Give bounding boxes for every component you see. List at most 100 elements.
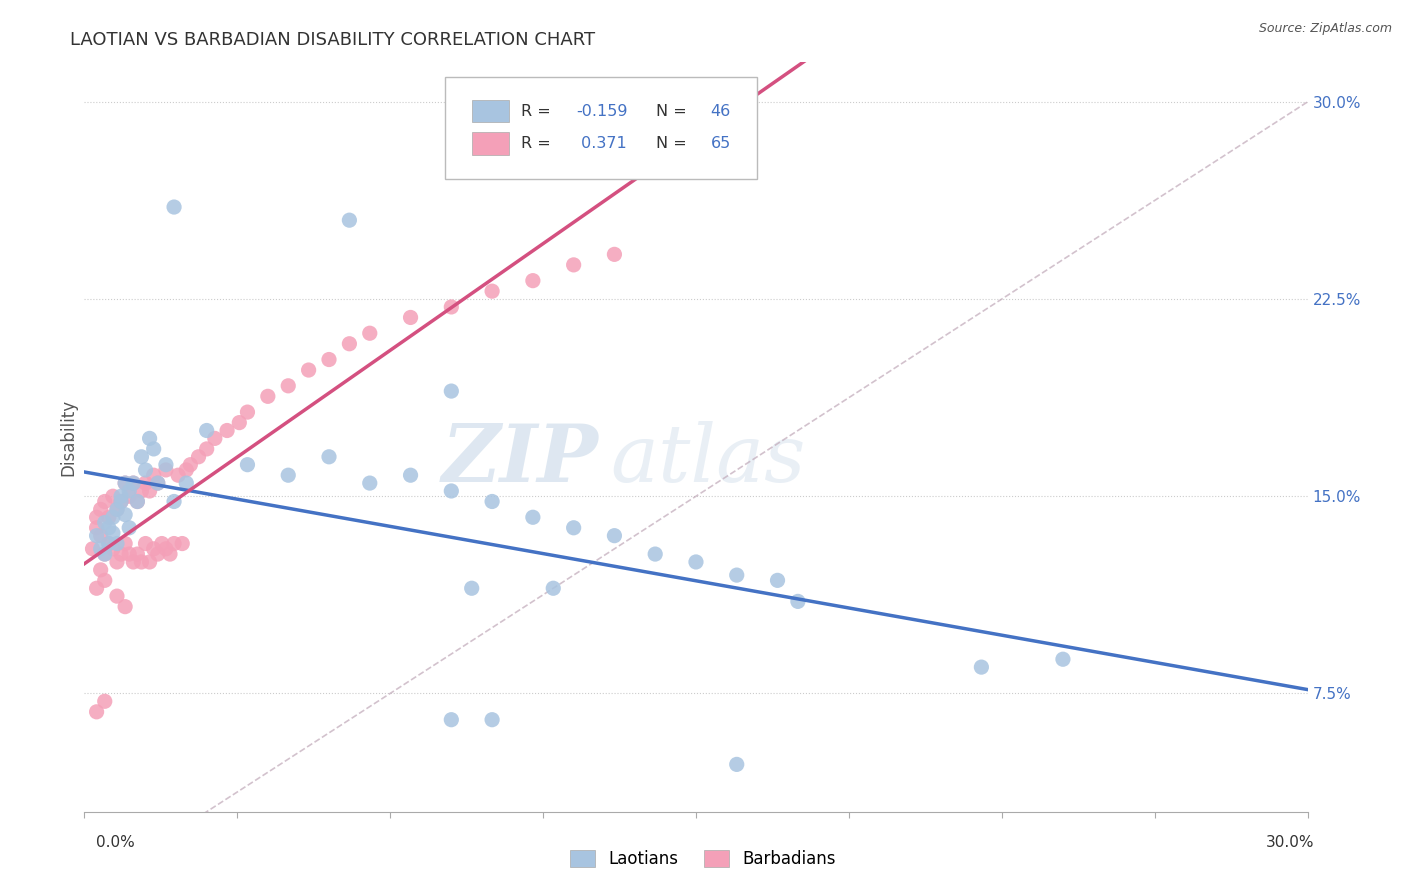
Point xyxy=(135,463,157,477)
Point xyxy=(787,594,810,608)
Point xyxy=(105,555,128,569)
Point xyxy=(138,483,160,498)
Point xyxy=(114,599,136,614)
Point xyxy=(359,326,381,341)
Point xyxy=(440,483,463,498)
Point xyxy=(93,574,115,588)
Point xyxy=(187,450,209,464)
Point xyxy=(167,468,190,483)
Point xyxy=(1052,652,1074,666)
Text: Source: ZipAtlas.com: Source: ZipAtlas.com xyxy=(1258,22,1392,36)
Point xyxy=(101,541,124,556)
FancyBboxPatch shape xyxy=(472,132,509,154)
Point xyxy=(86,705,108,719)
Text: 30.0%: 30.0% xyxy=(1267,836,1315,850)
Point xyxy=(685,555,707,569)
Text: ZIP: ZIP xyxy=(441,421,598,499)
Point xyxy=(172,536,194,550)
Point xyxy=(114,476,136,491)
Point xyxy=(135,476,157,491)
Point xyxy=(163,200,186,214)
Text: LAOTIAN VS BARBADIAN DISABILITY CORRELATION CHART: LAOTIAN VS BARBADIAN DISABILITY CORRELAT… xyxy=(70,31,595,49)
Text: R =: R = xyxy=(522,136,555,151)
Point xyxy=(101,526,124,541)
Point xyxy=(105,589,128,603)
Point xyxy=(122,476,145,491)
Point xyxy=(138,555,160,569)
Point xyxy=(142,442,165,456)
Point xyxy=(86,510,108,524)
Point xyxy=(90,541,112,556)
Point xyxy=(114,536,136,550)
Text: atlas: atlas xyxy=(610,421,806,499)
Point xyxy=(163,536,186,550)
Point xyxy=(131,450,153,464)
Point xyxy=(195,442,218,456)
Text: R =: R = xyxy=(522,103,555,119)
Point xyxy=(155,463,177,477)
Text: -0.159: -0.159 xyxy=(576,103,627,119)
Point xyxy=(118,489,141,503)
Point xyxy=(159,547,181,561)
Point xyxy=(522,510,544,524)
Point xyxy=(179,458,201,472)
Point xyxy=(105,502,128,516)
Text: 0.0%: 0.0% xyxy=(96,836,135,850)
Point xyxy=(174,476,197,491)
Point xyxy=(127,547,149,561)
Point xyxy=(603,247,626,261)
Point xyxy=(131,555,153,569)
Point xyxy=(101,510,124,524)
Point xyxy=(522,274,544,288)
Point xyxy=(142,541,165,556)
Text: 46: 46 xyxy=(710,103,731,119)
Point xyxy=(97,510,120,524)
Point xyxy=(93,516,115,530)
Point xyxy=(146,476,169,491)
Point xyxy=(155,541,177,556)
Point xyxy=(399,310,422,325)
Point xyxy=(163,494,186,508)
Point xyxy=(399,468,422,483)
Point xyxy=(110,547,132,561)
Point xyxy=(236,405,259,419)
Point xyxy=(257,389,280,403)
Point xyxy=(82,541,104,556)
Point xyxy=(277,379,299,393)
Point xyxy=(127,494,149,508)
Point xyxy=(135,536,157,550)
Point xyxy=(114,476,136,491)
Point xyxy=(118,483,141,498)
Point xyxy=(146,476,169,491)
Text: 65: 65 xyxy=(710,136,731,151)
Point xyxy=(93,547,115,561)
Point xyxy=(97,536,120,550)
Point xyxy=(105,502,128,516)
Legend: Laotians, Barbadians: Laotians, Barbadians xyxy=(564,843,842,875)
Point xyxy=(114,508,136,522)
Point xyxy=(174,463,197,477)
Point xyxy=(93,494,115,508)
Point xyxy=(86,581,108,595)
Point xyxy=(110,489,132,503)
Point xyxy=(155,458,177,472)
Point xyxy=(481,494,503,508)
Point xyxy=(150,536,173,550)
Point xyxy=(138,431,160,445)
Point xyxy=(86,529,108,543)
FancyBboxPatch shape xyxy=(446,78,758,178)
Point xyxy=(146,547,169,561)
Text: 0.371: 0.371 xyxy=(576,136,627,151)
Point xyxy=(127,494,149,508)
Point xyxy=(440,384,463,398)
Point xyxy=(766,574,789,588)
Point xyxy=(105,536,128,550)
Point xyxy=(118,547,141,561)
Point xyxy=(110,494,132,508)
Point xyxy=(318,450,340,464)
Point xyxy=(461,581,484,595)
Point xyxy=(97,521,120,535)
Point xyxy=(93,694,115,708)
Point xyxy=(603,529,626,543)
Point xyxy=(90,502,112,516)
